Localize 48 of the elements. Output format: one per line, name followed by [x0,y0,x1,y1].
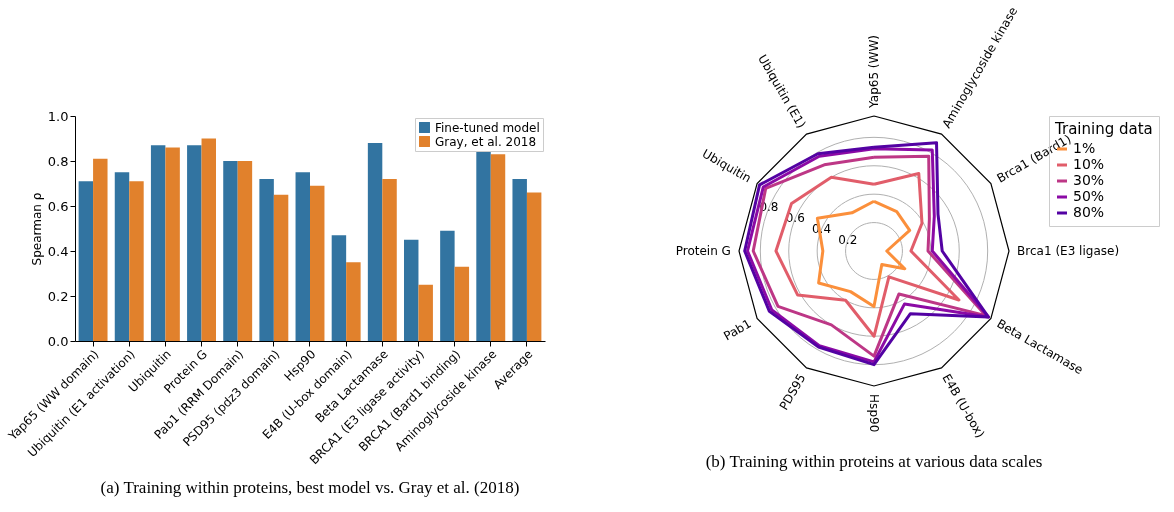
text: (b) Training within proteins at various data scales [705,451,1043,471]
legend-label: Gray, et al. 2018 [435,134,537,149]
bar [201,138,216,341]
bar [331,235,347,341]
bar [187,145,202,341]
bar [404,239,419,341]
bar [418,284,433,341]
bar [440,230,455,341]
y-tick-label: 0.2 [47,288,69,304]
bar [454,266,470,341]
bar [476,152,491,341]
bar [295,172,310,341]
y-tick-label: 0.4 [47,243,69,259]
legend-label: 80% [1073,204,1105,220]
spoke-label: Brca1 (E3 ligase) [1017,244,1120,258]
y-tick-label: 1.0 [47,108,69,124]
bar [150,145,166,341]
bar [223,161,238,341]
bar [512,179,527,341]
y-tick-label: 0.2 [838,233,858,248]
spoke-label: Protein G [675,244,731,258]
text: (a) Training within proteins, best model vs. Gray et al. (2018) [100,477,520,497]
y-tick-label: 0.8 [47,153,69,169]
bar [346,262,361,341]
legend-label: Fine-tuned model [435,120,540,135]
bar [367,143,383,341]
bar [490,154,506,341]
bar [78,181,94,341]
bar [237,161,253,341]
legend-label: 50% [1073,188,1105,204]
y-tick-label: 0.0 [47,333,69,349]
legend-label: 1% [1073,140,1096,156]
legend-title: Training data [1054,120,1153,138]
bar [93,158,108,341]
bar [259,179,274,341]
spoke-label: Yap65 (WW) [867,35,881,109]
y-tick-label: 0.6 [47,198,69,214]
bar [273,194,289,341]
spoke-label: Pab1 [721,316,754,344]
y-axis-title: Spearman ρ [29,192,44,266]
legend-label: 30% [1073,172,1105,188]
bar [129,181,144,341]
bar [382,179,397,341]
bar [114,172,130,341]
bar [165,147,180,341]
bar [310,185,325,341]
bar [526,192,542,341]
legend-label: 10% [1073,156,1105,172]
